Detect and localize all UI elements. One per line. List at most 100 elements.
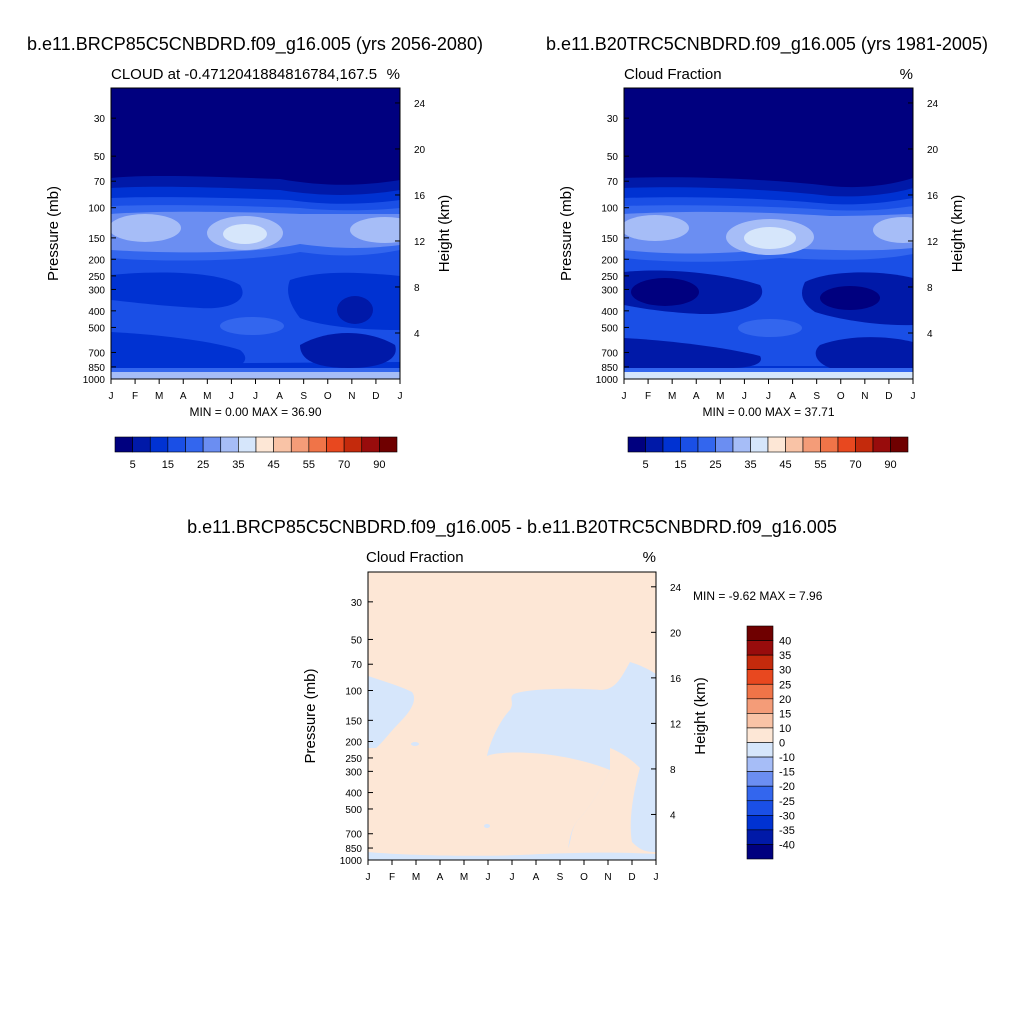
- panel-3-colorbar-box: [746, 698, 774, 714]
- panel-2-rtick-label: 8: [927, 283, 933, 294]
- panel-3-rtick-label: 16: [670, 674, 682, 685]
- panel-1-ytick-label: 250: [88, 272, 105, 283]
- panel-3-colorbar-box: [746, 771, 774, 787]
- panel-3-ytick-label: 250: [345, 754, 362, 765]
- panel-2-colorbar-label: 45: [779, 459, 791, 471]
- panel-1-ytick-label: 850: [88, 363, 105, 374]
- panel-1-colorbar-label: 90: [373, 459, 385, 471]
- panel-2-xtick-label: N: [861, 391, 868, 402]
- panel-3-ytick-label: 850: [345, 844, 362, 855]
- panel-2-colorbar-box: [750, 436, 769, 453]
- panel-3-ytick-label: 50: [351, 635, 363, 646]
- panel-1-ytick-label: 70: [94, 177, 106, 188]
- panel-3-xtick-label: J: [486, 872, 491, 883]
- panel-3-colorbar-box: [746, 713, 774, 729]
- panel-1-xtick-label: J: [109, 391, 114, 402]
- panel-2-rtick-label: 16: [927, 191, 939, 202]
- panel-3-subtitle: Cloud Fraction: [366, 549, 464, 566]
- panel-1-colorbar-box: [379, 436, 398, 453]
- panel-2-ylabel: Pressure (mb): [558, 186, 575, 281]
- panel-3-colorbar-box: [746, 669, 774, 685]
- panel-3-colorbar-box: [746, 654, 774, 670]
- panel-2-xtick-label: J: [622, 391, 627, 402]
- panel-1-colorbar-box: [238, 436, 257, 453]
- panel-2-colorbar-box: [680, 436, 699, 453]
- panel-2-ytick-label: 300: [601, 285, 618, 296]
- panel-1-rtick-label: 16: [414, 191, 426, 202]
- panel-3-colorbar-label: 0: [779, 738, 785, 750]
- panel-3-ytick-label: 1000: [340, 856, 363, 867]
- panel-1-xtick-label: N: [348, 391, 355, 402]
- panel-1-ytick-label: 400: [88, 307, 105, 318]
- panel-3-colorbar-box: [746, 742, 774, 758]
- panel-3-xtick-label: J: [366, 872, 371, 883]
- panel-1-colorbar-box: [255, 436, 274, 453]
- panel-2-colorbar-box: [697, 436, 716, 453]
- panel-2-xtick-label: M: [668, 391, 676, 402]
- panel-1-ytick-label: 200: [88, 255, 105, 266]
- panel-1-ytick-label: 30: [94, 114, 106, 125]
- panel-2-ytick-label: 250: [601, 272, 618, 283]
- panel-1-colorbar-label: 25: [197, 459, 209, 471]
- panel-3-rtick-label: 4: [670, 810, 676, 821]
- panel-3-rtick-label: 12: [670, 719, 682, 730]
- panel-3-colorbar-label: 40: [779, 636, 791, 648]
- panel-3-ytick-label: 400: [345, 789, 362, 800]
- panel-1-ylabel: Pressure (mb): [45, 186, 62, 281]
- panel-2-colorbar-label: 35: [744, 459, 756, 471]
- panel-3-colorbar-box: [746, 640, 774, 656]
- panel-2-rtick-label: 20: [927, 145, 939, 156]
- panel-1-rtick-label: 4: [414, 329, 420, 340]
- panel-1-minmax: MIN = 0.00 MAX = 36.90: [189, 405, 321, 419]
- panel-1-colorbar-box: [202, 436, 222, 453]
- panel-3-xtick-label: N: [604, 872, 611, 883]
- panel-3-colorbar-label: -20: [779, 781, 795, 793]
- panel-2-rtick-label: 24: [927, 99, 939, 110]
- panel-3-colorbar-box: [746, 800, 774, 816]
- panel-2-ytick-label: 1000: [596, 375, 619, 386]
- panel-2-rtick-label: 4: [927, 329, 933, 340]
- panel-2-xtick-label: S: [813, 391, 820, 402]
- panel-3-title: b.e11.BRCP85C5CNBDRD.f09_g16.005 - b.e11…: [187, 517, 837, 538]
- panel-1-rtick-label: 24: [414, 99, 426, 110]
- panel-3-colorbar-box: [746, 683, 774, 700]
- dynamic-marks: J F M A M J J A S O N D J305070100150200250300400500…: [45, 99, 966, 883]
- panel-1-colorbar-box: [308, 436, 327, 453]
- panel-2-xtick-label: J: [911, 391, 916, 402]
- panel-2-ytick-label: 70: [607, 177, 619, 188]
- panel-3-units: %: [643, 549, 656, 566]
- panel-3-ytick-label: 500: [345, 805, 362, 816]
- panel-3-colorbar-label: -30: [779, 810, 795, 822]
- panel-1-colorbar-box: [343, 436, 363, 453]
- panel-1-xtick-label: M: [155, 391, 163, 402]
- panel-1-ytick-label: 500: [88, 323, 105, 334]
- panel-2-ytick-label: 850: [601, 363, 618, 374]
- panel-2-colorbar-box: [767, 436, 786, 453]
- panel-3-colorbar-label: 15: [779, 708, 791, 720]
- panel-2-colorbar-label: 55: [814, 459, 826, 471]
- panel-1-ytick-label: 300: [88, 285, 105, 296]
- panel-2-colorbar-label: 5: [642, 459, 648, 471]
- panel-1-rtick-label: 8: [414, 283, 420, 294]
- panel-3-contours: [368, 572, 656, 860]
- panel-2-colorbar-box: [890, 436, 909, 453]
- panel-1-rtick-label: 12: [414, 237, 426, 248]
- panel-1-xtick-label: J: [253, 391, 258, 402]
- panel-3-colorbar-label: 25: [779, 679, 791, 691]
- panel-1-colorbar-box: [132, 436, 151, 453]
- panel-3-ytick-label: 30: [351, 598, 363, 609]
- panel-2-xtick-label: F: [645, 391, 651, 402]
- panel-1-colorbar-box: [149, 436, 169, 453]
- panel-2-colorbar-box: [872, 436, 891, 453]
- panel-3-colorbar-box: [746, 829, 774, 845]
- panel-1-xtick-label: M: [203, 391, 211, 402]
- panel-3-colorbar-label: -40: [779, 839, 795, 851]
- panel-3-colorbar-label: 20: [779, 694, 791, 706]
- panel-3-xtick-label: F: [389, 872, 395, 883]
- panel-3-colorbar-box: [746, 756, 774, 772]
- panel-3-xtick-label: J: [654, 872, 659, 883]
- panel-2-xtick-label: D: [885, 391, 892, 402]
- panel-1-ytick-label: 1000: [83, 375, 106, 386]
- panel-3-colorbar-box: [746, 815, 774, 831]
